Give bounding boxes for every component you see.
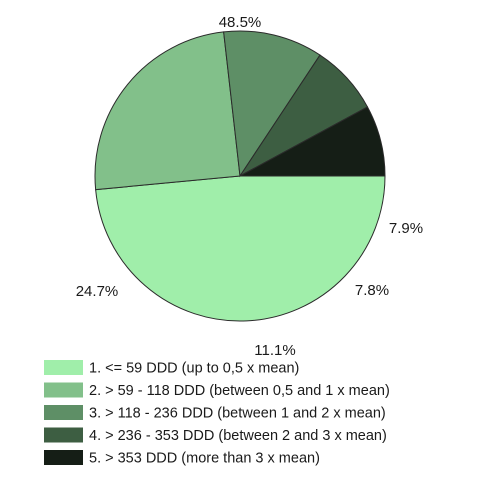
legend-swatch-5 bbox=[44, 450, 83, 465]
legend-label-2: 2. > 59 - 118 DDD (between 0,5 and 1 x m… bbox=[89, 383, 390, 399]
legend-swatch-2 bbox=[44, 382, 83, 398]
legend-label-4: 4. > 236 - 353 DDD (between 2 and 3 x me… bbox=[89, 428, 387, 444]
legend-swatch-1 bbox=[44, 360, 83, 375]
legend-label-1: 1. <= 59 DDD (up to 0,5 x mean) bbox=[89, 360, 299, 376]
pie-label-5: 7.9% bbox=[389, 220, 423, 237]
pie-slice-1 bbox=[95, 175, 386, 322]
pie-slice-3 bbox=[223, 30, 321, 178]
pie-slice-5 bbox=[239, 106, 386, 177]
pie-label-1: 48.5% bbox=[219, 14, 262, 31]
legend-label-5: 5. > 353 DDD (more than 3 x mean) bbox=[89, 450, 320, 466]
chart-legend: 1. <= 59 DDD (up to 0,5 x mean) 2. > 59 -… bbox=[44, 360, 390, 466]
legend-label-3: 3. > 118 - 236 DDD (between 1 and 2 x me… bbox=[89, 405, 386, 421]
pie-label-2: 24.7% bbox=[76, 283, 119, 300]
pie-slices bbox=[94, 30, 386, 322]
legend-swatch-4 bbox=[44, 427, 83, 443]
pie-slice-2 bbox=[94, 31, 241, 191]
pie-percentage-labels: 48.5% 24.7% 11.1% 7.8% 7.9% bbox=[76, 14, 423, 359]
pie-label-3: 11.1% bbox=[254, 342, 295, 359]
legend-swatch-3 bbox=[44, 405, 83, 420]
pie-label-4: 7.8% bbox=[355, 282, 389, 299]
